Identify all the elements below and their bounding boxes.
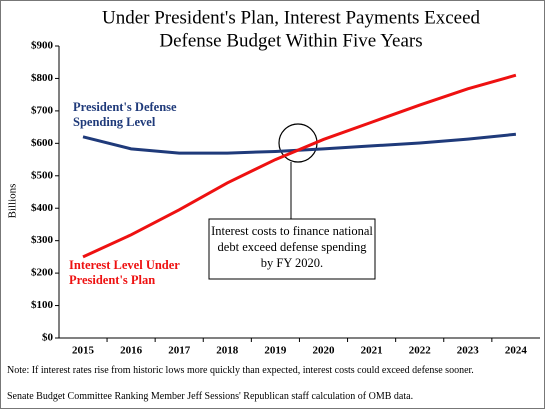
x-tick-label: 2018 <box>216 345 239 357</box>
y-tick-label: $200 <box>31 267 54 279</box>
y-tick-label: $600 <box>31 137 54 149</box>
y-tick-label: $400 <box>31 202 54 214</box>
series-line <box>82 73 517 259</box>
y-tick-label: $900 <box>31 40 54 52</box>
callout-text: Interest costs to finance national debt … <box>211 224 373 270</box>
y-tick-label: $500 <box>31 169 54 181</box>
y-axis-label: Billions <box>7 184 19 219</box>
chart-title: Defense Budget Within Five Years <box>159 30 422 51</box>
y-tick-label: $700 <box>31 104 54 116</box>
note: Senate Budget Committee Ranking Member J… <box>7 391 414 402</box>
x-tick-label: 2021 <box>361 345 383 357</box>
chart-title: Under President's Plan, Interest Payment… <box>102 7 481 28</box>
x-tick-label: 2023 <box>457 345 480 357</box>
series-label: President's Defense Spending Level <box>73 100 177 129</box>
x-tick-label: 2015 <box>72 345 95 357</box>
y-tick-label: $100 <box>31 299 54 311</box>
x-tick-label: 2022 <box>409 345 432 357</box>
y-tick-label: $0 <box>42 332 54 344</box>
x-tick-label: 2017 <box>168 345 191 357</box>
series-label: Interest Level Under President's Plan <box>69 258 180 287</box>
x-tick-label: 2019 <box>264 345 287 357</box>
note: Note: If interest rates rise from histor… <box>7 365 474 376</box>
y-tick-label: $300 <box>31 234 54 246</box>
x-tick-label: 2024 <box>505 345 528 357</box>
x-tick-label: 2016 <box>120 345 143 357</box>
x-tick-label: 2020 <box>313 345 336 357</box>
y-tick-label: $800 <box>31 72 54 84</box>
callout-box <box>208 218 376 280</box>
